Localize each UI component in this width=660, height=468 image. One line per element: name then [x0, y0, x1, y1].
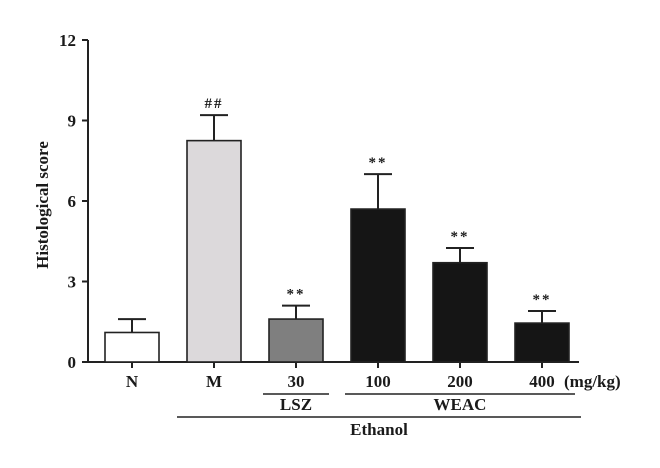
bar: [268, 318, 324, 363]
group-label: LSZ: [280, 395, 312, 414]
group-label: WEAC: [434, 395, 487, 414]
x-tick-label: M: [206, 372, 222, 391]
bar: [186, 139, 242, 363]
y-tick-label: 3: [68, 273, 77, 292]
significance-annotation: **: [287, 287, 306, 303]
x-tick-label: 400: [529, 372, 555, 391]
x-tick-label: 30: [288, 372, 305, 391]
x-tick-label: 200: [447, 372, 473, 391]
significance-annotation: **: [369, 155, 388, 171]
axes: [82, 39, 581, 418]
significance-annotation: ##: [205, 96, 224, 112]
y-tick-label: 0: [68, 353, 77, 372]
bar: [350, 208, 406, 363]
labels: 0 3 6 9 12 N ## M ** 30 ** 100 ** 200 ** 400 LSZ WEAC Etha…: [59, 31, 555, 439]
unit-label: (mg/kg): [564, 372, 621, 391]
outer-group-label: Ethanol: [350, 420, 408, 439]
x-tick-label: 100: [365, 372, 391, 391]
x-tick-label: N: [126, 372, 139, 391]
y-tick-label: 6: [68, 192, 77, 211]
y-tick-label: 9: [68, 112, 77, 131]
y-tick-label: 12: [59, 31, 76, 50]
y-axis-label: Histological score: [33, 141, 52, 269]
bars: [104, 114, 570, 363]
significance-annotation: **: [533, 292, 552, 308]
bar: [104, 331, 160, 363]
bar: [432, 261, 488, 363]
significance-annotation: **: [451, 229, 470, 245]
bar: [514, 322, 570, 363]
